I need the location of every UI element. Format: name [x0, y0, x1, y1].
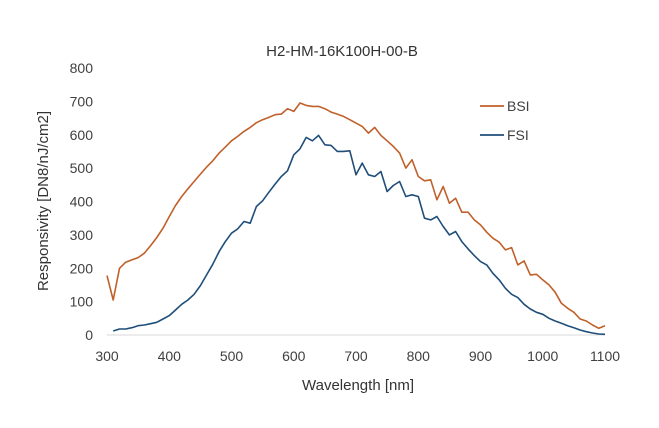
series-layer [106, 102, 606, 336]
legend-label: FSI [507, 127, 529, 143]
y-tick-label: 200 [70, 260, 94, 276]
legend-label: BSI [507, 98, 530, 114]
legend: BSI FSI [480, 98, 530, 143]
series-line-bsi [106, 102, 606, 330]
y-tick-labels: 0 100 200 300 400 500 600 700 800 [70, 60, 94, 343]
x-tick-label: 900 [469, 348, 493, 364]
y-axis-label: Responsivity [DN8/nJ/cm2] [35, 111, 52, 291]
x-tick-label: 600 [282, 348, 306, 364]
x-tick-label: 500 [220, 348, 244, 364]
x-tick-labels: 300 400 500 600 700 800 900 1000 1100 [95, 348, 620, 364]
legend-item-fsi: FSI [480, 127, 529, 143]
x-tick-label: 800 [407, 348, 431, 364]
x-tick-label: 400 [158, 348, 182, 364]
x-tick-label: 1000 [527, 348, 558, 364]
x-tick-label: 700 [344, 348, 368, 364]
y-tick-label: 700 [70, 93, 94, 109]
legend-item-bsi: BSI [480, 98, 530, 114]
chart-title: H2-HM-16K100H-00-B [266, 43, 418, 60]
x-tick-label: 1100 [590, 348, 620, 364]
y-tick-label: 300 [70, 227, 94, 243]
x-tick-label: 300 [95, 348, 119, 364]
y-tick-label: 600 [70, 127, 94, 143]
series-line-fsi [112, 134, 606, 336]
x-axis-label: Wavelength [nm] [302, 377, 414, 394]
y-tick-label: 100 [70, 294, 94, 310]
y-tick-label: 500 [70, 160, 94, 176]
y-tick-label: 800 [70, 60, 94, 76]
y-tick-label: 400 [70, 194, 94, 210]
y-tick-label: 0 [85, 327, 93, 343]
